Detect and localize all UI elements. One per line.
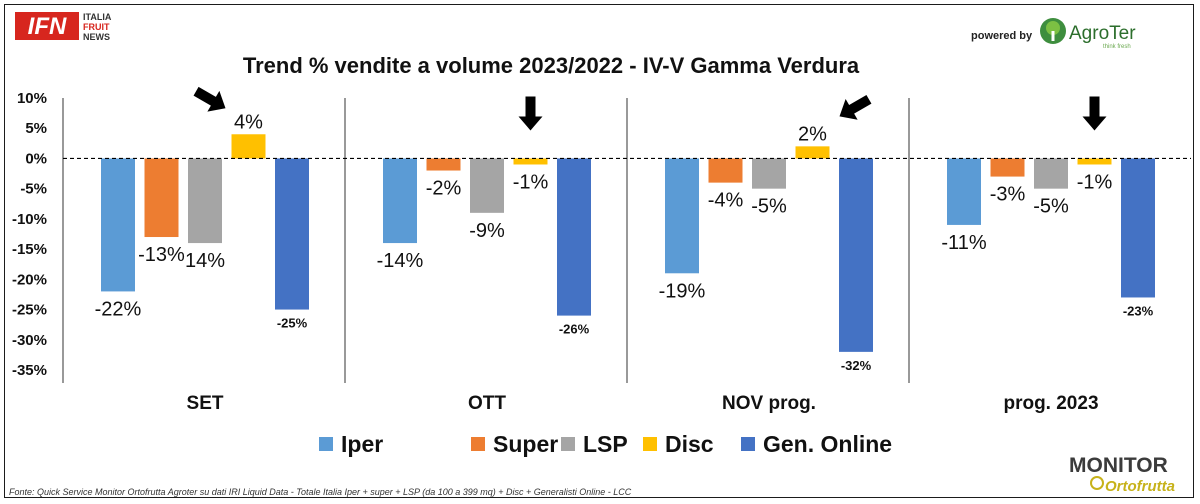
- legend-label: Iper: [341, 431, 383, 457]
- legend-swatch: [741, 437, 755, 451]
- y-tick-label: -35%: [12, 362, 47, 379]
- monitor-ortofrutta-logo: MONITOR Ortofrutta: [1069, 454, 1175, 495]
- data-label: -1%: [1077, 171, 1113, 193]
- bar-disc-1: [513, 158, 548, 165]
- arrow-icon: [839, 95, 872, 120]
- legend-label: Super: [493, 431, 558, 457]
- legend-swatch: [319, 437, 333, 451]
- y-tick-label: -30%: [12, 332, 47, 349]
- legend-swatch: [471, 437, 485, 451]
- y-tick-label: -20%: [12, 271, 47, 288]
- legend-label: LSP: [583, 431, 628, 457]
- data-label: -22%: [95, 298, 142, 320]
- chart-svg: IFN ITALIA FRUIT NEWS powered by AgroTer…: [9, 12, 1191, 497]
- magnifier-icon: [1090, 476, 1104, 490]
- y-tick-label: -15%: [12, 241, 47, 258]
- powered-by-text: powered by: [971, 30, 1033, 42]
- data-label: -14%: [377, 250, 424, 272]
- bar-disc-3: [1077, 158, 1112, 165]
- footer-source: Fonte: Quick Service Monitor Ortofrutta …: [9, 487, 632, 497]
- bar-super-1: [426, 158, 461, 171]
- agroter-name: AgroTer: [1069, 23, 1136, 44]
- y-tick-label: 5%: [25, 120, 47, 137]
- bar-gen-online-3: [1121, 158, 1155, 298]
- bar-lsp-1: [470, 158, 504, 213]
- agroter-tagline: think fresh: [1103, 44, 1131, 50]
- chart-frame: IFN ITALIA FRUIT NEWS powered by AgroTer…: [4, 4, 1194, 498]
- category-label: OTT: [468, 393, 506, 414]
- data-label: -5%: [1033, 196, 1069, 218]
- ifn-line1: ITALIA: [83, 12, 112, 22]
- ifn-line3: NEWS: [83, 32, 110, 42]
- bar-disc-2: [795, 146, 830, 159]
- data-label: -25%: [277, 316, 308, 331]
- bar-gen-online-1: [557, 158, 591, 316]
- legend-swatch: [561, 437, 575, 451]
- data-label: 4%: [234, 111, 263, 133]
- agroter-tree-canopy-icon: [1046, 21, 1060, 35]
- y-tick-label: 10%: [17, 90, 47, 107]
- bar-gen-online-0: [275, 158, 309, 310]
- bar-iper-2: [665, 158, 699, 274]
- agroter-tree-trunk-icon: [1051, 31, 1055, 41]
- bar-super-0: [144, 158, 179, 238]
- y-tick-label: 0%: [25, 150, 47, 167]
- data-labels: -22% -14% -19% -11% -13% -2% -4% -3% 14% -9% -5% -5…: [95, 111, 1154, 373]
- group-separators: [62, 98, 910, 383]
- bar-lsp-0: [188, 158, 222, 244]
- bar-iper-0: [101, 158, 135, 292]
- ifn-logo-text: IFN: [28, 13, 67, 40]
- data-label: -4%: [708, 190, 744, 212]
- annotation-arrows: [193, 86, 1107, 131]
- category-labels: SET OTT NOV prog. prog. 2023: [187, 393, 1099, 414]
- ifn-logo: IFN ITALIA FRUIT NEWS: [15, 12, 112, 42]
- data-label: -5%: [751, 196, 787, 218]
- data-label: -3%: [990, 184, 1026, 206]
- bar-lsp-3: [1034, 158, 1068, 189]
- ifn-logo-box: [15, 12, 79, 40]
- bar-super-2: [708, 158, 743, 183]
- arrow-icon: [1082, 96, 1107, 131]
- category-label: prog. 2023: [1003, 393, 1098, 414]
- data-label: 14%: [185, 250, 225, 272]
- bar-disc-0: [231, 134, 266, 159]
- monitor-logo-line2: Ortofrutta: [1105, 478, 1175, 495]
- bar-lsp-2: [752, 158, 786, 189]
- arrow-icon: [518, 96, 543, 131]
- legend-label: Gen. Online: [763, 431, 892, 457]
- legend-label: Disc: [665, 431, 714, 457]
- data-label: -9%: [469, 220, 505, 242]
- monitor-logo-line1: MONITOR: [1069, 454, 1168, 477]
- data-label: -13%: [138, 244, 185, 266]
- bar-iper-3: [947, 158, 981, 225]
- data-label: -1%: [513, 171, 549, 193]
- legend-swatch: [643, 437, 657, 451]
- chart-title: Trend % vendite a volume 2023/2022 - IV-…: [243, 53, 860, 78]
- legend: Iper Super LSP Disc Gen. Online: [319, 431, 892, 457]
- data-label: -19%: [659, 280, 706, 302]
- bar-super-3: [990, 158, 1025, 177]
- bar-gen-online-2: [839, 158, 873, 352]
- y-tick-label: -10%: [12, 211, 47, 228]
- agroter-logo: powered by AgroTer think fresh: [971, 18, 1136, 50]
- data-label: -11%: [941, 232, 986, 254]
- bar-iper-1: [383, 158, 417, 244]
- bars: [101, 134, 1155, 352]
- y-axis-tick-labels: 10% 5% 0% -5% -10% -15% -20% -25% -30% -35%: [12, 90, 47, 379]
- data-label: -23%: [1123, 303, 1154, 318]
- y-tick-label: -25%: [12, 302, 47, 319]
- arrow-icon: [193, 86, 226, 112]
- data-label: 2%: [798, 123, 827, 145]
- data-label: -2%: [426, 178, 462, 200]
- data-label: -26%: [559, 322, 590, 337]
- y-tick-label: -5%: [20, 181, 47, 198]
- ifn-line2: FRUIT: [83, 22, 110, 32]
- category-label: NOV prog.: [722, 393, 816, 414]
- data-label: -32%: [841, 358, 872, 373]
- category-label: SET: [187, 393, 224, 414]
